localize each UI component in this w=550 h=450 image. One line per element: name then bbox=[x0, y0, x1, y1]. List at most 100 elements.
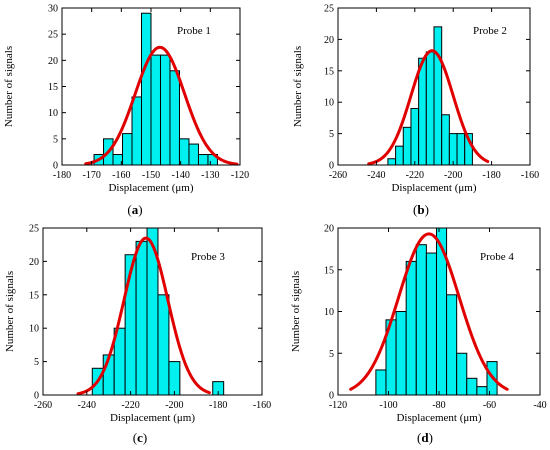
y-tick-label: 5 bbox=[53, 134, 58, 145]
y-axis-label: Number of signals bbox=[4, 271, 16, 352]
y-tick-label: 25 bbox=[324, 4, 334, 15]
histogram-bar bbox=[159, 54, 171, 166]
y-tick-label: 25 bbox=[48, 30, 58, 41]
x-tick-label: -150 bbox=[142, 170, 160, 181]
histogram-bar bbox=[415, 244, 427, 396]
panel-caption: (d) bbox=[417, 430, 433, 445]
histogram-bar bbox=[466, 377, 478, 396]
y-tick-label: 5 bbox=[329, 129, 334, 140]
histogram-bar bbox=[387, 158, 397, 166]
y-tick-label: 20 bbox=[324, 35, 334, 46]
y-tick-label: 15 bbox=[324, 265, 334, 276]
histogram-bar bbox=[405, 260, 417, 396]
histogram-bar bbox=[410, 107, 420, 166]
histogram-bar bbox=[135, 240, 148, 396]
histogram-bar bbox=[395, 311, 407, 396]
panel-caption: (c) bbox=[133, 430, 147, 445]
histogram-bar bbox=[169, 70, 180, 166]
x-tick-label: -180 bbox=[209, 400, 227, 411]
y-tick-label: 0 bbox=[53, 161, 58, 172]
normal-fit-curve bbox=[76, 236, 211, 396]
probe-annotation: Probe 4 bbox=[480, 251, 514, 263]
probe-annotation: Probe 1 bbox=[177, 25, 211, 37]
y-tick-label: 15 bbox=[29, 290, 39, 301]
x-tick-label: -160 bbox=[253, 400, 271, 411]
y-axis-label: Number of signals bbox=[3, 46, 15, 127]
normal-fit-curve bbox=[367, 49, 490, 166]
plot-frame bbox=[42, 227, 263, 396]
y-tick-label: 5 bbox=[34, 357, 39, 368]
histogram-bar bbox=[197, 154, 209, 166]
panel-caption-open: ( bbox=[417, 430, 421, 445]
y-axis-label: Number of signals bbox=[292, 46, 304, 127]
x-tick-label: -220 bbox=[406, 170, 424, 181]
panel-caption: (b) bbox=[413, 202, 429, 217]
y-tick-label: 25 bbox=[29, 224, 39, 235]
x-tick-label: -200 bbox=[444, 170, 462, 181]
panel-caption: (a) bbox=[127, 202, 142, 217]
x-tick-label: -140 bbox=[171, 170, 189, 181]
panel-caption-letter: d bbox=[421, 430, 429, 445]
histogram-bar bbox=[141, 12, 152, 166]
x-tick-label: -40 bbox=[533, 400, 546, 411]
histogram-bar bbox=[446, 294, 458, 396]
histogram-bar bbox=[456, 133, 466, 166]
panel-caption-open: ( bbox=[127, 202, 131, 217]
x-tick-label: -60 bbox=[483, 400, 496, 411]
histogram-bar bbox=[131, 96, 143, 166]
x-tick-label: -240 bbox=[78, 400, 96, 411]
x-tick-label: -240 bbox=[367, 170, 385, 181]
normal-fit-curve bbox=[349, 232, 509, 391]
x-tick-label: -220 bbox=[121, 400, 139, 411]
panel-caption-close: ) bbox=[138, 202, 142, 217]
y-tick-label: 15 bbox=[48, 82, 58, 93]
probe-annotation: Probe 2 bbox=[473, 25, 507, 37]
y-tick-label: 10 bbox=[29, 324, 39, 335]
x-tick-label: -260 bbox=[329, 170, 347, 181]
normal-fit-curve bbox=[84, 45, 239, 166]
y-tick-label: 20 bbox=[324, 224, 334, 235]
histogram-bar bbox=[157, 294, 170, 396]
panel-caption-open: ( bbox=[133, 430, 137, 445]
x-tick-label: -160 bbox=[521, 170, 539, 181]
x-tick-label: -80 bbox=[432, 400, 445, 411]
panel-a: -180 -170 -160 -150 -140 -130 -120 0 5 10 15 20 25 30… bbox=[3, 4, 249, 218]
histogram-bar bbox=[188, 143, 199, 166]
x-axis-label: Displacement (μm) bbox=[108, 182, 193, 194]
histogram-bar bbox=[476, 386, 488, 396]
y-tick-label: 0 bbox=[34, 391, 39, 402]
plot-frame bbox=[337, 7, 531, 166]
histogram-bar bbox=[441, 114, 450, 166]
x-axis-label: Displacement (μm) bbox=[396, 412, 481, 424]
x-tick-label: -160 bbox=[112, 170, 130, 181]
x-tick-label: -120 bbox=[231, 170, 249, 181]
x-tick-label: -130 bbox=[201, 170, 219, 181]
y-tick-label: 20 bbox=[48, 56, 58, 67]
y-tick-label: 30 bbox=[48, 4, 58, 15]
y-tick-label: 10 bbox=[48, 108, 58, 119]
x-axis-label: Displacement (μm) bbox=[391, 182, 476, 194]
panel-caption-close: ) bbox=[425, 202, 429, 217]
x-tick-label: -260 bbox=[34, 400, 52, 411]
y-tick-label: 10 bbox=[324, 307, 334, 318]
histogram-bar bbox=[448, 133, 458, 166]
panel-caption-close: ) bbox=[429, 430, 433, 445]
y-tick-label: 0 bbox=[329, 161, 334, 172]
x-tick-label: -100 bbox=[379, 400, 397, 411]
panel-caption-close: ) bbox=[143, 430, 147, 445]
x-axis-label: Displacement (μm) bbox=[110, 412, 195, 424]
y-tick-label: 20 bbox=[29, 257, 39, 268]
panel-d: -120 -100 -80 -60 -40 0 5 10 15 20 Displacement (μ… bbox=[290, 224, 547, 446]
y-tick-label: 10 bbox=[324, 98, 334, 109]
histogram-bar bbox=[456, 352, 468, 396]
histogram-bar bbox=[425, 51, 435, 166]
panel-caption-letter: a bbox=[132, 202, 139, 217]
y-tick-label: 0 bbox=[329, 391, 334, 402]
panel-caption-letter: b bbox=[417, 202, 424, 217]
panel-b: -260 -240 -220 -200 -180 -160 0 5 10 15 20 25 Displa… bbox=[292, 4, 539, 218]
x-tick-label: -180 bbox=[482, 170, 500, 181]
histogram-bar bbox=[150, 54, 161, 166]
y-tick-label: 5 bbox=[329, 349, 334, 360]
y-axis-label: Number of signals bbox=[290, 271, 302, 352]
